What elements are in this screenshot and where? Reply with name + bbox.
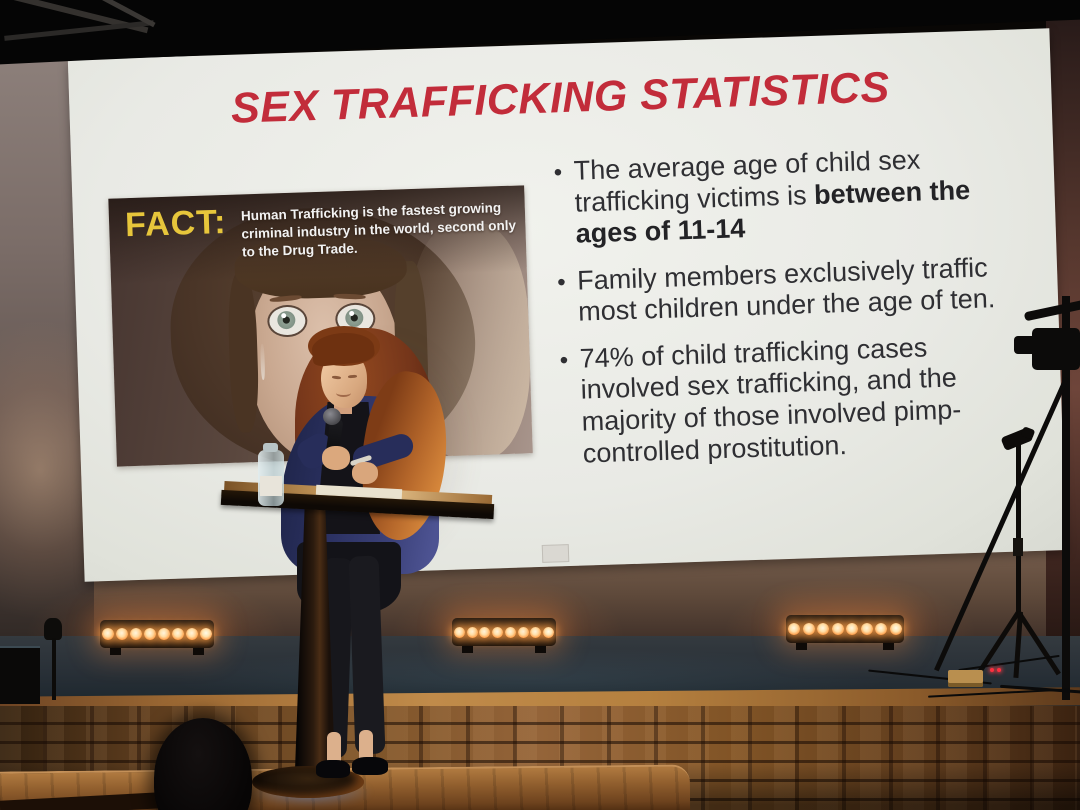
stage-light-bulb [788,623,801,635]
stage-light-bulb [492,626,504,638]
stage-light-bulb [817,623,830,635]
wall-outlet [541,544,570,563]
power-led [997,668,1001,672]
slide-bullet-list: The average age of child sex trafficking… [553,142,1001,485]
speaker-hand-right [322,446,350,470]
stage-light-bulb [102,628,114,640]
projection-screen: SEX TRAFFICKING STATISTICS FACT: H [67,28,1067,582]
bullet-item-1: The average age of child sex trafficking… [553,142,994,251]
stage-light-bulb [453,626,465,638]
video-camera [1032,328,1080,370]
stage-light-bulb [172,628,184,640]
photo-girl-iris-left [277,310,296,330]
stage-light-bulb [875,623,888,635]
stage-light-bulb [158,628,170,640]
mic-stand-knuckle [1013,538,1023,556]
stage-light-bar-left [100,620,214,655]
bullet-text-1: The average age of child sex trafficking… [573,144,971,249]
stage-light-bulb [479,626,491,638]
di-box [948,670,983,687]
small-mic-stand-clip [44,618,62,640]
fact-text: Human Trafficking is the fastest growing… [240,200,517,260]
audience-head [154,718,252,810]
bullet-text-3: 74% of child trafficking cases involved … [579,332,962,469]
stage-light-bulb [466,626,478,638]
stage-light-bulb [889,623,902,635]
speaker-shoe-right [352,757,388,775]
stage-light-bulb [530,626,542,638]
light-bar-foot [462,646,473,653]
photo-girl-catchlight-right [349,310,355,317]
stage-light-bar-center [452,618,556,653]
stage-light-bulb [517,626,529,638]
bullet-item-2: Family members exclusively traffic most … [557,252,997,329]
stage-light-bulb [846,623,859,635]
stage-light-bulb [802,623,815,635]
handheld-mic-head [323,408,341,425]
camera-handle [1014,336,1038,354]
speaker-hand-left [352,462,378,484]
small-mic-stand-pole [52,638,56,700]
slide-title: SEX TRAFFICKING STATISTICS [230,63,891,133]
stage-light-bulb [116,628,128,640]
mic-stand-pole [1016,444,1021,616]
light-bar-foot [193,648,204,655]
water-bottle-label [260,476,282,496]
stage-light-bulb [200,628,212,640]
stage-light-bulb [186,628,198,640]
fact-label: FACT: [124,202,228,245]
camera-tripod-column [1062,296,1070,700]
stage-light-bar-right [786,615,904,650]
power-led [990,668,994,672]
photo-girl-iris-right [345,308,364,328]
light-bar-foot [796,643,807,650]
bullet-item-3: 74% of child trafficking cases involved … [559,330,1001,470]
stage-light-bulb [130,628,142,640]
stage-light-bulb [831,623,844,635]
stage-light-bulb [543,626,555,638]
light-bar-foot [110,648,121,655]
speaker-shoe-left [316,760,350,778]
bullet-text-2: Family members exclusively traffic most … [576,252,996,327]
stage-light-bulb [504,626,516,638]
light-bar-foot [535,646,546,653]
water-bottle-cap [263,443,278,452]
bullet-dot [557,265,579,329]
floor-monitor-speaker [0,646,40,704]
speaker-ankle-left [327,732,341,768]
light-bar-foot [883,643,894,650]
stage-light-bulb [860,623,873,635]
ceiling-truss-beam [4,20,154,41]
stage-light-bulb [144,628,156,640]
speaker-smile [336,389,351,397]
